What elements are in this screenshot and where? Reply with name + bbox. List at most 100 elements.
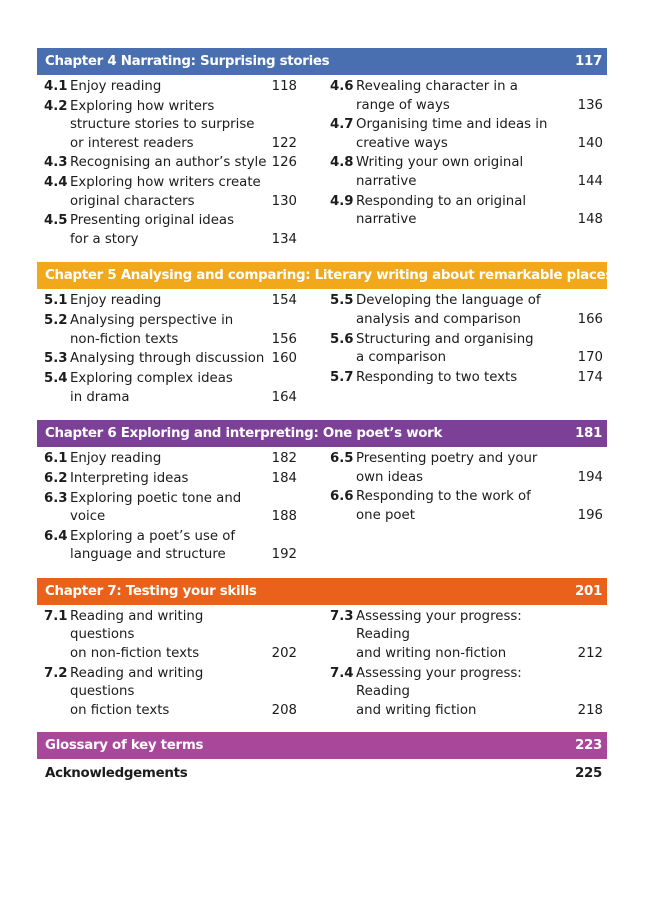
entry-number: 6.3 [44,490,68,506]
entry-number: 6.4 [44,528,68,544]
entry-number: 5.1 [44,293,68,309]
chapter-banner[interactable]: Chapter 4 Narrating: Surprising stories 1… [37,48,607,75]
entry-title: Analysing perspective in non-fiction tex… [70,313,234,347]
toc-entry[interactable]: 7.1 Reading and writing questions on non-… [44,608,297,664]
toc-entry[interactable]: 6.5 Presenting poetry and your own ideas 1… [330,450,603,487]
entry-page: 134 [271,231,297,247]
entry-title: Interpreting ideas [70,470,189,486]
toc-entry[interactable]: 5.5 Developing the language of analysis a… [330,292,603,329]
entry-title: Presenting poetry and your own ideas [356,451,538,485]
entry-title: Enjoy reading [70,451,162,467]
toc-entry[interactable]: 4.1 Enjoy reading 118 [44,78,297,97]
entry-page: 126 [271,155,297,171]
toc-entry[interactable]: 6.6 Responding to the work of one poet 196 [330,488,603,525]
right-column: 6.5 Presenting poetry and your own ideas 1… [322,450,607,566]
chapter-entries: 4.1 Enjoy reading 118 4.2 Exploring how writ… [37,75,607,250]
right-column: 5.5 Developing the language of analysis a… [322,292,607,408]
chapter-list: Chapter 4 Narrating: Surprising stories 1… [37,48,640,721]
chapter-banner[interactable]: Chapter 7: Testing your skills 201 [37,577,607,605]
entry-number: 4.2 [44,98,68,114]
toc-entry[interactable]: 4.4 Exploring how writers create original… [44,174,297,211]
entry-title: Reading and writing questions on fiction… [70,665,204,718]
right-column: 7.3 Assessing your progress: Reading and … [322,608,607,721]
entry-page: 118 [271,79,297,94]
entry-page: 164 [271,389,297,405]
chapter-banner[interactable]: Chapter 6 Exploring and interpreting: On… [37,420,607,448]
toc-entry[interactable]: 4.8 Writing your own original narrative 14… [330,154,603,191]
entry-title: Revealing character in a range of ways [356,79,518,113]
chapter-section: Chapter 6 Exploring and interpreting: On… [37,420,607,566]
toc-entry[interactable]: 7.4 Assessing your progress: Reading and … [330,665,603,721]
toc-entry[interactable]: 4.3 Recognising an author’s style 126 [44,154,297,173]
entry-page: 194 [577,469,603,485]
entry-title: Structuring and organising a comparison [356,331,534,366]
entry-page: 202 [271,645,297,661]
acknowledgements-row[interactable]: Acknowledgements 225 [37,760,607,786]
entry-page: 144 [577,173,603,189]
entry-title: Analysing through discussion [70,351,265,367]
toc-entry[interactable]: 5.6 Structuring and organising a comparis… [330,331,603,368]
entry-title: Responding to two texts [356,369,518,385]
entry-page: 184 [271,470,297,486]
entry-number: 7.1 [44,608,68,624]
entry-page: 160 [271,351,297,367]
entry-title: Presenting original ideas for a story [70,213,234,247]
entry-page: 188 [271,509,297,525]
toc-entry[interactable]: 5.4 Exploring complex ideas in drama 164 [44,370,297,407]
entry-title: Exploring poetic tone and voice [70,490,242,525]
toc-entry[interactable]: 4.7 Organising time and ideas in creative… [330,116,603,153]
entry-number: 5.2 [44,313,68,329]
entry-title: Recognising an author’s style [70,155,267,171]
chapter-section: Chapter 7: Testing your skills 201 7.1 Read… [37,577,607,721]
toc-entry[interactable]: 5.1 Enjoy reading 154 [44,292,297,311]
left-column: 7.1 Reading and writing questions on non-… [37,608,322,721]
toc-entry[interactable]: 5.7 Responding to two texts 174 [330,369,603,388]
entry-title: Enjoy reading [70,79,162,94]
entry-page: 166 [577,311,603,327]
entry-number: 6.6 [330,489,354,505]
entry-page: 122 [271,135,297,151]
entry-number: 6.5 [330,451,354,467]
entry-title: Exploring a poet’s use of language and s… [70,528,236,563]
chapter-banner[interactable]: Chapter 5 Analysing and comparing: Liter… [37,262,640,290]
toc-entry[interactable]: 5.3 Analysing through discussion 160 [44,350,297,369]
acknowledgements-title: Acknowledgements [45,765,188,781]
entry-number: 5.4 [44,371,68,386]
chapter-entries: 5.1 Enjoy reading 154 5.2 Analysing perspect… [37,289,607,408]
toc-entry[interactable]: 5.2 Analysing perspective in non-fiction … [44,312,297,349]
entry-number: 4.8 [330,155,354,171]
toc-entry[interactable]: 6.2 Interpreting ideas 184 [44,470,297,489]
chapter-page: 117 [574,54,602,69]
entry-title: Assessing your progress: Reading and wri… [356,665,522,718]
toc-entry[interactable]: 6.4 Exploring a poet’s use of language an… [44,528,297,565]
entry-title: Enjoy reading [70,293,162,309]
entry-title: Exploring how writers structure stories … [70,98,255,151]
chapter-page: 153 [613,268,641,284]
right-column: 4.6 Revealing character in a range of way… [322,78,607,250]
chapter-title: Chapter 6 Exploring and interpreting: On… [45,426,443,442]
entry-page: 218 [577,702,603,718]
entry-title: Reading and writing questions on non-fic… [70,608,204,661]
chapter-title: Chapter 5 Analysing and comparing: Liter… [45,268,613,284]
toc-entry[interactable]: 7.3 Assessing your progress: Reading and … [330,608,603,664]
toc-entry[interactable]: 4.2 Exploring how writers structure stori… [44,98,297,154]
entry-number: 4.4 [44,175,68,191]
glossary-title: Glossary of key terms [45,738,204,754]
entry-page: 170 [577,350,603,366]
toc-entry[interactable]: 4.9 Responding to an original narrative 14… [330,193,603,230]
table-of-contents: Chapter 4 Narrating: Surprising stories 1… [37,48,640,786]
chapter-page: 201 [574,583,602,599]
toc-entry[interactable]: 6.3 Exploring poetic tone and voice 188 [44,490,297,527]
entry-page: 156 [271,331,297,347]
entry-number: 5.7 [330,369,354,385]
entry-page: 148 [577,212,603,228]
glossary-banner[interactable]: Glossary of key terms 223 [37,732,607,760]
toc-entry[interactable]: 7.2 Reading and writing questions on fict… [44,665,297,721]
toc-entry[interactable]: 6.1 Enjoy reading 182 [44,450,297,469]
chapter-entries: 6.1 Enjoy reading 182 6.2 Interpreting ideas… [37,447,607,566]
entry-page: 174 [577,369,603,385]
toc-entry[interactable]: 4.6 Revealing character in a range of way… [330,78,603,115]
toc-entry[interactable]: 4.5 Presenting original ideas for a story… [44,212,297,249]
entry-page: 136 [577,97,603,113]
entry-number: 4.5 [44,213,68,229]
